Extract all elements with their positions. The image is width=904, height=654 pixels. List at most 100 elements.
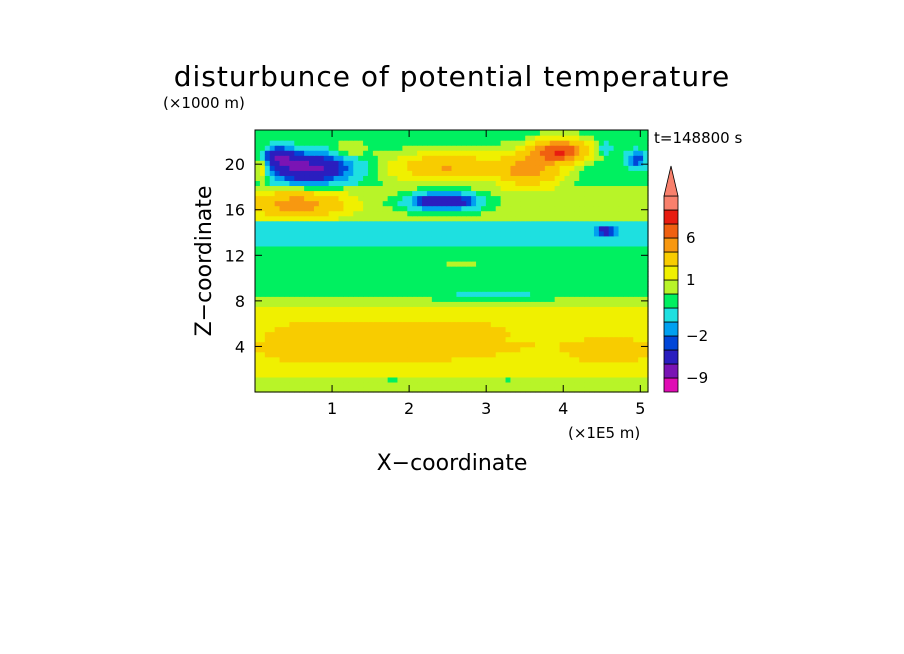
- contour-cell: [623, 235, 629, 242]
- contour-cell: [299, 376, 305, 383]
- contour-cell: [623, 255, 629, 262]
- contour-cell: [643, 321, 649, 328]
- contour-cell: [638, 195, 644, 202]
- contour-cell: [441, 376, 448, 383]
- contour-cell: [485, 190, 492, 197]
- contour-cell: [407, 200, 413, 207]
- contour-cell: [255, 160, 261, 166]
- contour-cell: [358, 331, 364, 338]
- contour-cell: [451, 200, 458, 207]
- contour-cell: [279, 220, 286, 227]
- contour-cell: [417, 160, 423, 166]
- contour-cell: [441, 200, 448, 207]
- contour-cell: [559, 271, 566, 277]
- contour-cell: [426, 371, 433, 378]
- contour-cell: [535, 205, 541, 212]
- contour-cell: [608, 245, 615, 252]
- contour-cell: [431, 271, 438, 277]
- contour-cell: [461, 366, 467, 373]
- contour-cell: [451, 210, 458, 217]
- contour-cell: [274, 140, 281, 146]
- contour-cell: [544, 195, 551, 202]
- contour-cell: [382, 271, 389, 277]
- contour-cell: [476, 386, 482, 393]
- contour-cell: [372, 371, 379, 378]
- contour-cell: [589, 311, 595, 318]
- contour-cell: [476, 376, 482, 383]
- contour-cell: [417, 261, 423, 267]
- contour-cell: [628, 210, 634, 217]
- contour-cell: [598, 306, 605, 312]
- contour-cell: [338, 190, 345, 197]
- contour-cell: [372, 351, 379, 358]
- contour-cell: [505, 230, 512, 237]
- contour-cell: [446, 245, 453, 252]
- contour-cell: [485, 245, 492, 252]
- contour-cell: [628, 276, 634, 282]
- contour-cell: [510, 205, 516, 212]
- contour-cell: [598, 130, 605, 136]
- contour-cell: [603, 160, 610, 166]
- contour-cell: [490, 145, 497, 151]
- contour-cell: [628, 386, 634, 393]
- contour-cell: [318, 306, 325, 312]
- contour-cell: [294, 175, 300, 181]
- contour-cell: [598, 230, 605, 237]
- contour-cell: [603, 286, 610, 292]
- contour-cell: [269, 140, 276, 146]
- contour-cell: [299, 316, 305, 323]
- contour-cell: [559, 220, 566, 227]
- contour-cell: [431, 381, 438, 388]
- contour-cell: [255, 326, 261, 333]
- contour-cell: [323, 240, 330, 247]
- contour-cell: [589, 170, 595, 176]
- contour-cell: [431, 261, 438, 267]
- contour-cell: [520, 316, 526, 323]
- contour-cell: [377, 150, 384, 156]
- contour-cell: [593, 346, 600, 353]
- contour-cell: [584, 250, 590, 257]
- contour-cell: [343, 220, 349, 227]
- contour-cell: [476, 255, 482, 262]
- contour-cell: [323, 386, 330, 393]
- contour-cell: [476, 331, 482, 338]
- contour-cell: [471, 351, 477, 358]
- contour-cell: [338, 381, 345, 388]
- contour-cell: [628, 240, 634, 247]
- contour-cell: [510, 130, 516, 136]
- contour-cell: [348, 321, 354, 328]
- contour-cell: [456, 291, 462, 297]
- contour-cell: [446, 266, 453, 272]
- contour-cell: [299, 326, 305, 333]
- contour-cell: [426, 361, 433, 368]
- contour-cell: [539, 135, 546, 141]
- contour-cell: [304, 195, 310, 202]
- contour-cell: [544, 235, 551, 242]
- contour-cell: [618, 316, 625, 323]
- contour-cell: [564, 371, 570, 378]
- contour-cell: [471, 200, 477, 207]
- contour-cell: [417, 130, 423, 136]
- contour-cell: [643, 261, 649, 267]
- contour-cell: [569, 135, 575, 141]
- contour-cell: [259, 321, 266, 328]
- contour-cell: [628, 361, 634, 368]
- contour-cell: [367, 361, 374, 368]
- contour-cell: [446, 336, 453, 343]
- contour-cell: [525, 205, 531, 212]
- contour-cell: [589, 376, 595, 383]
- contour-cell: [343, 175, 349, 181]
- contour-cell: [323, 331, 330, 338]
- contour-cell: [628, 220, 634, 227]
- contour-cell: [446, 150, 453, 156]
- contour-cell: [284, 326, 290, 333]
- contour-cell: [264, 386, 271, 393]
- contour-cell: [348, 170, 354, 176]
- contour-cell: [643, 180, 649, 187]
- contour-cell: [593, 240, 600, 247]
- contour-cell: [417, 331, 423, 338]
- contour-cell: [284, 371, 290, 378]
- contour-cell: [441, 271, 448, 277]
- contour-cell: [643, 341, 649, 348]
- contour-cell: [367, 321, 374, 328]
